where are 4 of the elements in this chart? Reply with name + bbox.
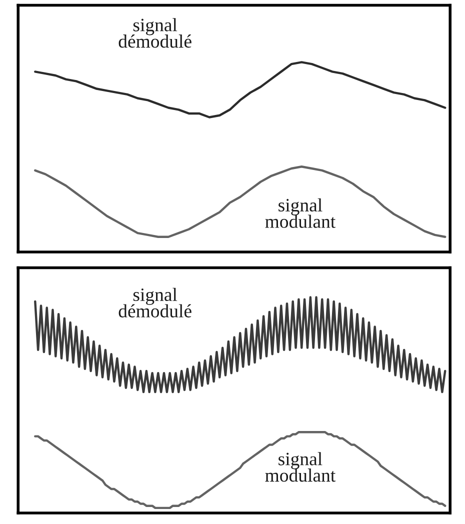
- series-label: signal modulant: [265, 198, 336, 228]
- series-label: signal modulant: [265, 452, 336, 482]
- series-label: signal démodulé: [118, 288, 192, 318]
- text: signal démodulé: [118, 18, 192, 48]
